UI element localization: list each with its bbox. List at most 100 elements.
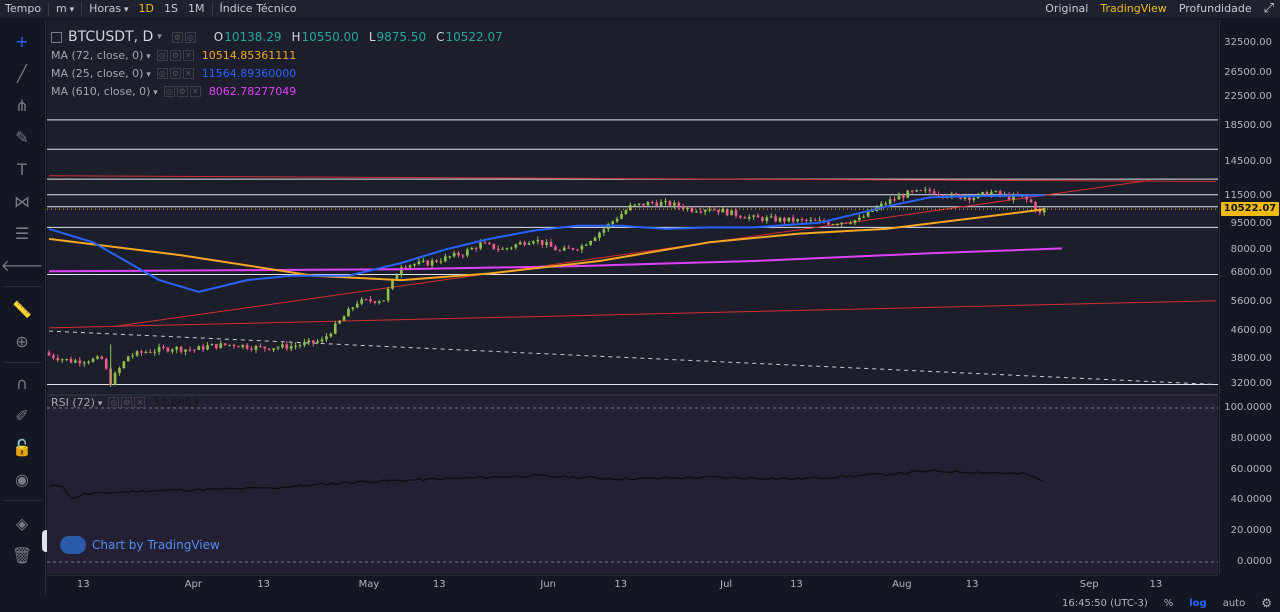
hide-icon[interactable]: ◎ [163,86,175,97]
lock-icon[interactable]: 🔓 [12,437,32,457]
collapse-icon[interactable] [51,31,62,43]
candle-body [470,247,474,250]
time-axis[interactable]: 13 Apr 13 May 13 Jun 13 Jul 13 Aug 13 Sep 13 [47,575,1218,593]
magnet-icon[interactable]: ∩ [16,373,28,393]
candle-body [527,243,531,245]
candle-body [871,210,874,212]
hide-icon[interactable]: ◎ [108,397,120,408]
candle-body [263,346,267,349]
candle-body [479,242,482,249]
interval-1m[interactable]: 1M [188,2,205,15]
zoom-in-icon[interactable]: ⊕ [15,331,29,351]
chevron-down-icon[interactable]: ▾ [157,32,162,42]
interval-1d[interactable]: 1D [138,2,155,15]
indicators-button[interactable]: Índice Técnico [219,2,297,15]
fullscreen-icon[interactable]: ⤢ [1263,1,1274,16]
trash-icon[interactable]: 🗑 [11,545,33,565]
brush-icon[interactable]: ✎ [15,127,29,147]
settings-icon[interactable]: ⚙ [176,86,188,97]
rsi-pane[interactable]: RSI (72) ◎⚙✕ 51.6863 [47,396,1218,574]
close-icon[interactable]: ✕ [189,86,201,97]
rsi-name[interactable]: RSI (72) [51,396,102,409]
candle-body [316,341,319,343]
close-icon[interactable]: ✕ [182,68,194,79]
divider [4,500,42,501]
time-tick-label: 13 [1149,579,1163,590]
close-icon[interactable]: ✕ [182,50,194,61]
candle-body [65,359,68,361]
tradingview-watermark[interactable]: Chart by TradingView [60,536,220,554]
candle-body [897,195,901,200]
candle-body [734,210,738,216]
divider [4,286,42,287]
settings-icon[interactable]: ⚙ [121,397,133,408]
candle-body [157,347,161,352]
status-bar: 16:45:50 (UTC-3) % log auto ⚙ [0,594,1280,612]
view-depth[interactable]: Profundidade [1178,2,1252,15]
settings-icon[interactable]: ⚙ [169,68,181,79]
settings-icon[interactable]: ⚙ [171,31,183,43]
gear-icon[interactable]: ⚙ [1261,596,1272,610]
ruler-icon[interactable]: 📏 [12,299,32,319]
rsi-scale[interactable]: 100.0000 80.0000 60.0000 40.0000 20.0000 0.00… [1219,396,1280,574]
fib-icon[interactable]: ☰ [14,223,30,243]
candle-body [197,346,201,350]
candle-body [813,219,817,221]
price-chart-pane[interactable]: BTCUSDT, D ▾ ⚙ ◎ O 10138.29 H 10550.00 L 987… [47,20,1218,394]
candle-body [791,217,795,222]
hours-dropdown[interactable]: Horas [84,0,133,18]
hide-icon[interactable]: ◎ [184,31,196,43]
pitchfork-icon[interactable]: ⋔ [15,95,29,115]
time-tick-label: Jul [720,579,733,590]
auto-toggle[interactable]: auto [1222,597,1246,609]
trend-line-icon[interactable]: ╱ [17,63,27,83]
candle-body [118,367,121,373]
text-icon[interactable]: T [17,159,27,179]
view-original[interactable]: Original [1045,2,1089,15]
candle-body [853,220,857,224]
candle-body [162,347,165,349]
candle-body [276,347,280,349]
ma25-line [48,194,1045,293]
crosshair-icon[interactable]: + [15,31,29,51]
interval-1s[interactable]: 1S [164,2,178,15]
close-icon[interactable]: ✕ [134,397,146,408]
hide-icon[interactable]: ◎ [156,68,168,79]
rsi-buttons: ◎ ⚙ ✕ [108,397,147,408]
log-toggle[interactable]: log [1189,597,1207,609]
minute-dropdown[interactable]: m [51,0,79,18]
ma610-name[interactable]: MA (610, close, 0) [51,85,158,98]
percent-toggle[interactable]: % [1163,597,1174,609]
candle-body [466,249,469,256]
stay-drawing-icon[interactable]: ✐ [15,405,29,425]
candle-body [448,256,452,258]
candle-body [140,351,143,353]
price-tick-label: 6800.00 [1230,267,1272,279]
pattern-icon[interactable]: ⋈ [14,191,30,211]
scroll-handle[interactable] [42,530,50,552]
trend-line [48,175,1217,182]
view-tradingview[interactable]: TradingView [1100,2,1167,15]
time-label: Tempo [5,2,42,15]
candle-body [554,246,557,251]
candle-body [717,209,720,213]
hide-icon[interactable]: ◎ [156,50,168,61]
trend-line [48,300,1217,329]
candle-body [646,202,650,206]
layers-icon[interactable]: ◈ [15,513,29,533]
price-scale[interactable]: 32500.00 26500.00 22500.00 18500.00 14500.00… [1219,20,1280,394]
candle-body [474,247,478,249]
candle-body [457,252,460,256]
settings-icon[interactable]: ⚙ [169,50,181,61]
candle-body [910,190,914,192]
eye-icon[interactable]: ◉ [15,469,29,489]
ma72-name[interactable]: MA (72, close, 0) [51,49,151,62]
time-tick-label: May [358,579,380,590]
pane-separator[interactable] [47,394,1218,396]
candle-body [985,192,989,197]
back-arrow-icon[interactable]: 🡐 [0,256,44,275]
symbol-label[interactable]: BTCUSDT, D [68,29,154,45]
ma25-name[interactable]: MA (25, close, 0) [51,67,151,80]
candle-body [915,190,918,192]
candle-body [990,191,993,197]
